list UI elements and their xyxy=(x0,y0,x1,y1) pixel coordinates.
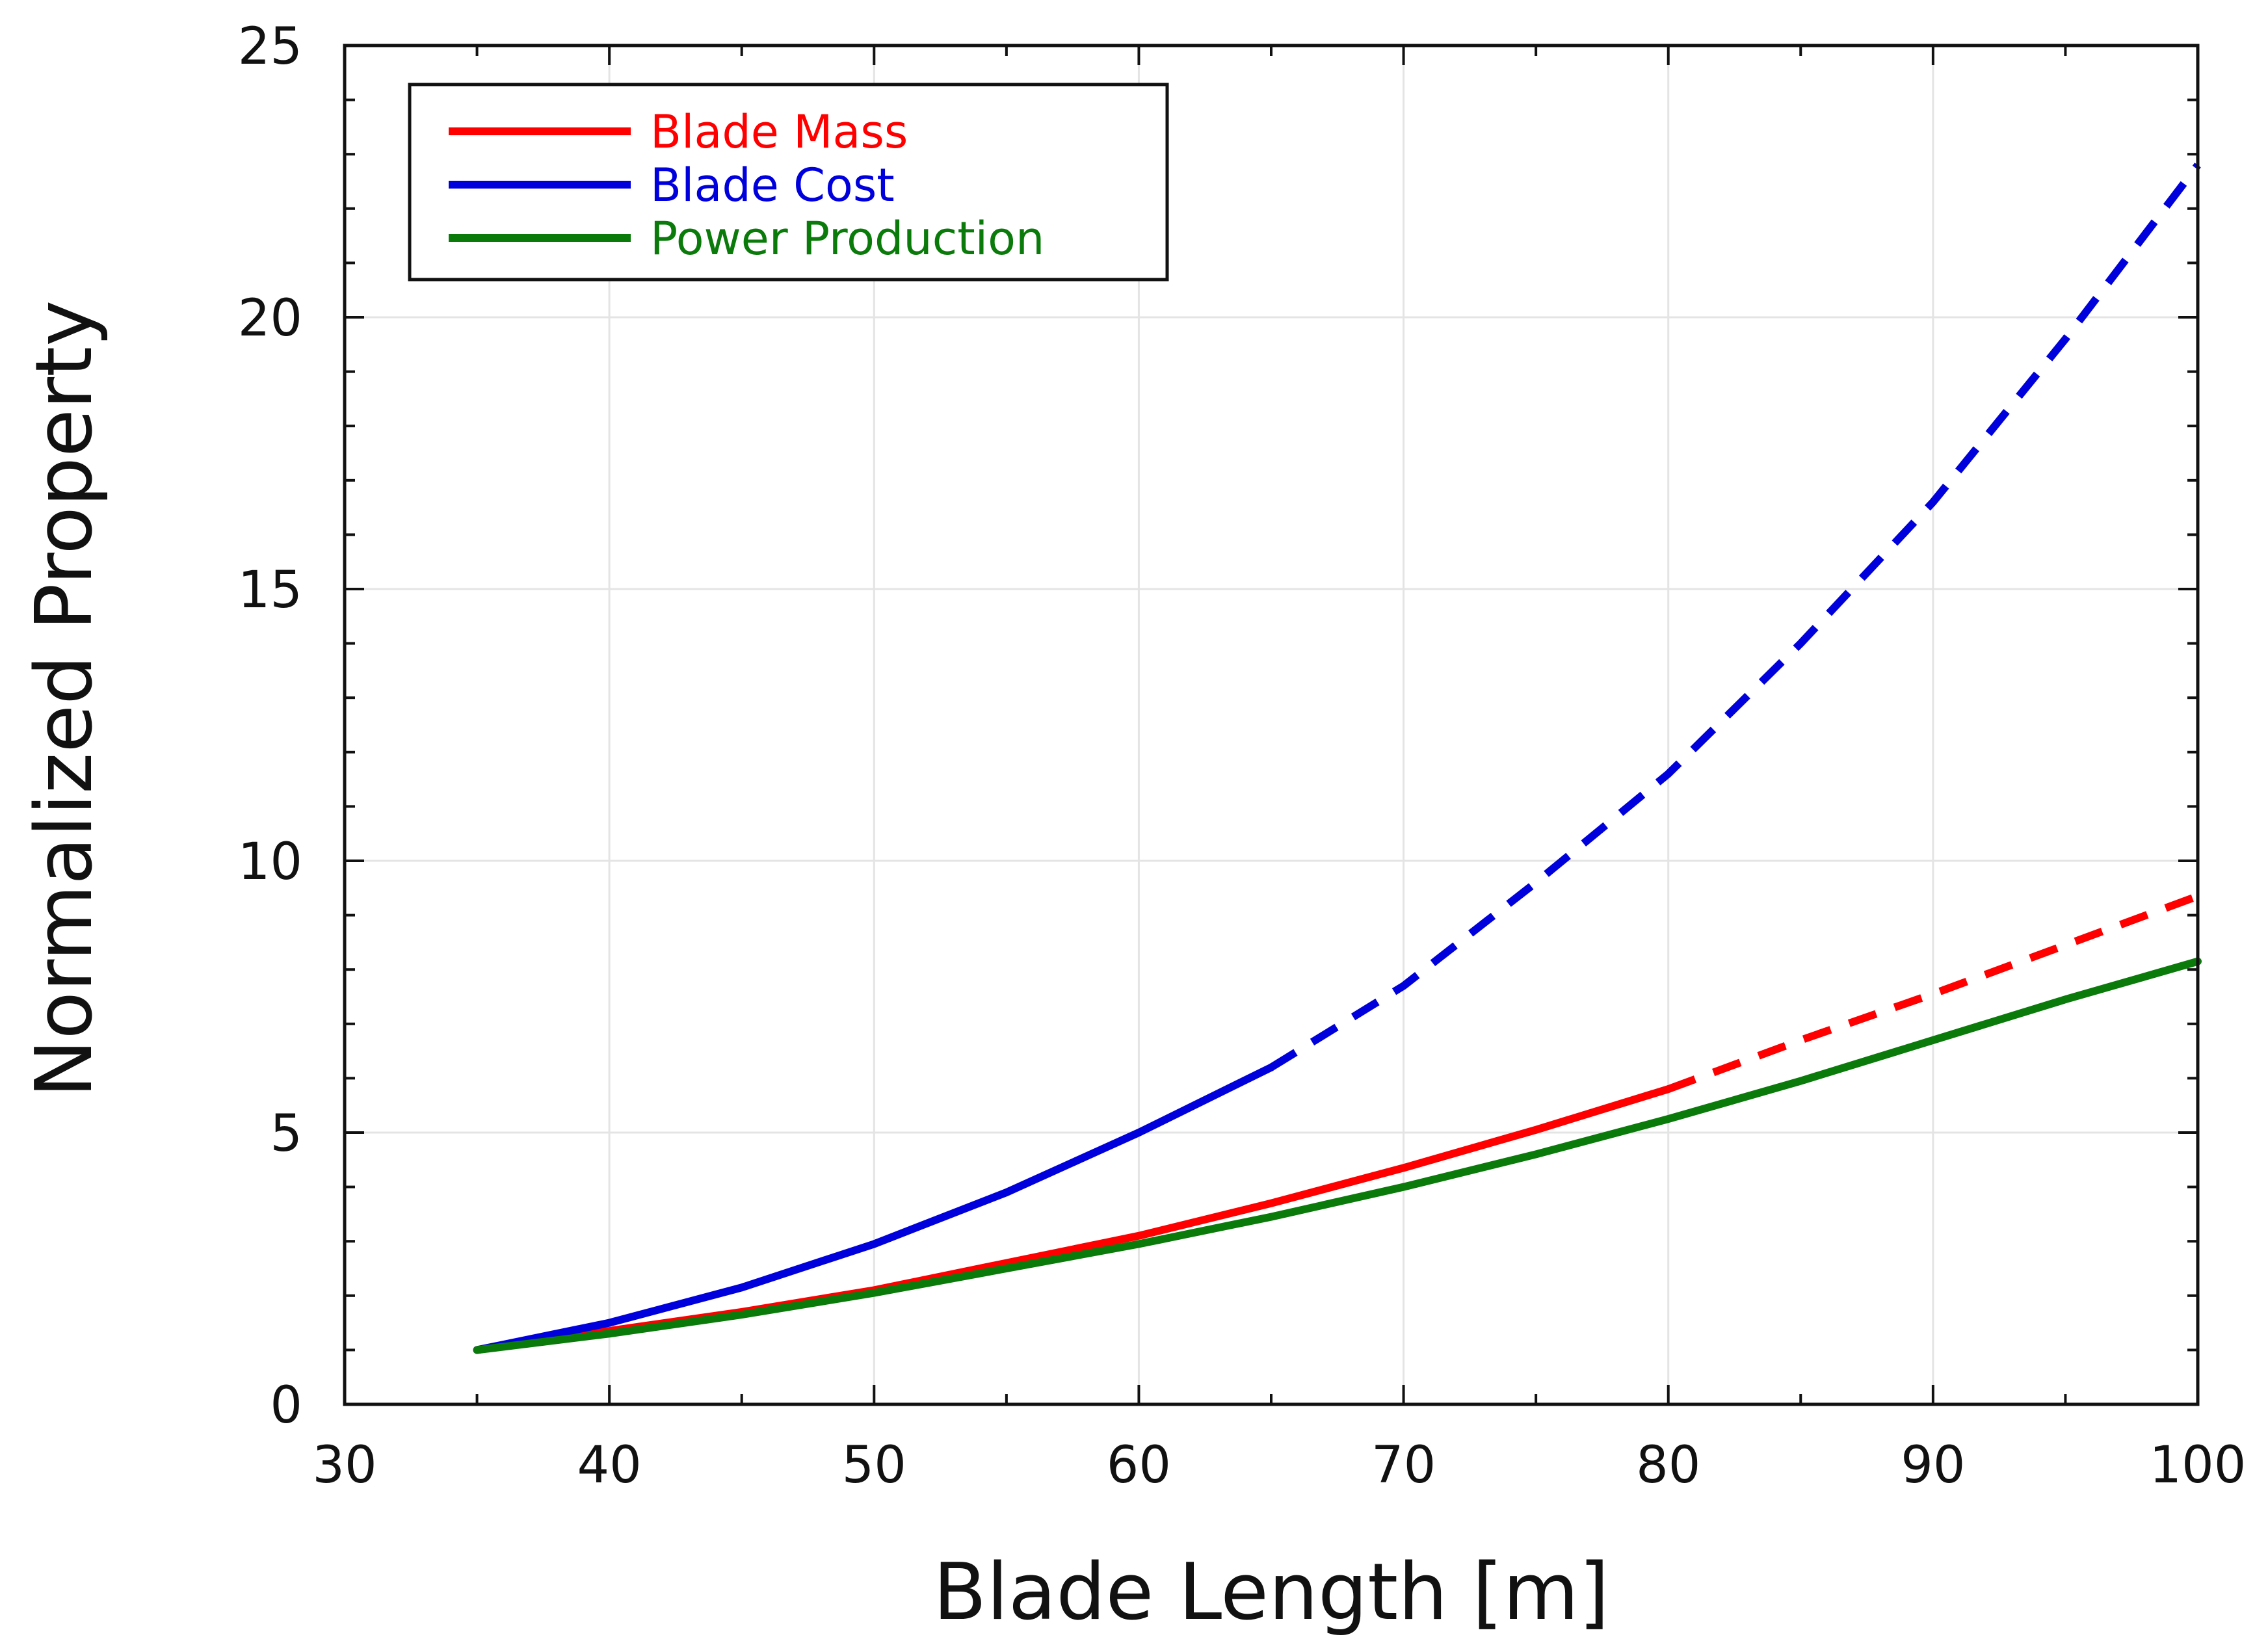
y-tick-label: 25 xyxy=(238,18,302,76)
y-tick-label: 15 xyxy=(238,561,302,620)
x-tick-label: 30 xyxy=(312,1436,376,1495)
tick-labels: 30 40 50 60 70 80 90 100 0 5 10 15 20 25 xyxy=(238,18,2247,1495)
series-lines xyxy=(473,163,2202,1354)
y-tick-label: 10 xyxy=(238,833,302,891)
power-production-line xyxy=(473,957,2202,1354)
blade-cost-line-solid xyxy=(473,1063,1275,1354)
x-tick-label: 40 xyxy=(577,1436,642,1495)
x-tick-label: 80 xyxy=(1636,1436,1700,1495)
legend-label-blade-cost: Blade Cost xyxy=(650,159,895,212)
y-axis-title: Normalized Property xyxy=(20,300,110,1097)
x-tick-label: 90 xyxy=(1901,1436,1965,1495)
blade-cost-line-dashed xyxy=(1269,163,2201,1071)
axis-ticks xyxy=(343,44,2199,1406)
y-tick-label: 20 xyxy=(238,289,302,348)
y-tick-label: 5 xyxy=(270,1105,302,1163)
x-tick-label: 60 xyxy=(1107,1436,1171,1495)
legend-box xyxy=(408,83,1169,282)
x-tick-label: 70 xyxy=(1371,1436,1436,1495)
x-axis-title: Blade Length [m] xyxy=(933,1547,1609,1638)
legend-label-blade-mass: Blade Mass xyxy=(650,105,908,159)
x-tick-label: 100 xyxy=(2150,1436,2247,1495)
legend-label-power-production: Power Production xyxy=(650,212,1044,265)
y-tick-label: 0 xyxy=(270,1376,302,1435)
x-tick-label: 50 xyxy=(842,1436,906,1495)
